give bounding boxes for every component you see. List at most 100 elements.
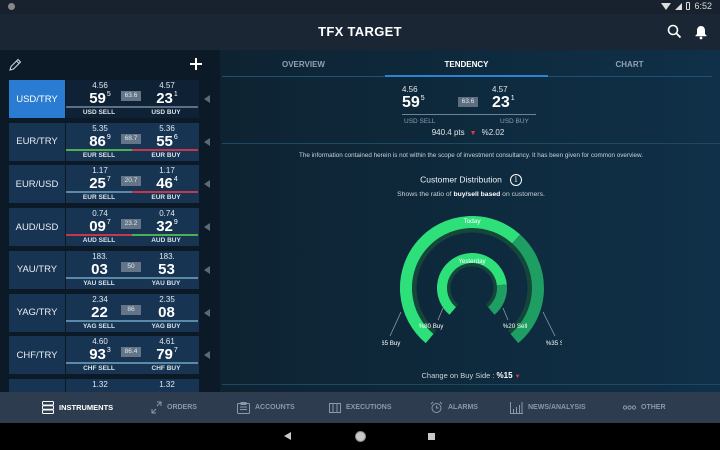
recents-icon[interactable] [428,433,435,440]
instrument-row[interactable]: CHF/TRY 4.60 933 86.4 4.61 797 CHF SELL … [9,336,199,375]
instrument-row[interactable]: YAU/TRY 183. 03 50 183. 53 YAU SELL YAU … [9,250,199,289]
instrument-name[interactable]: EUR/TRY [9,122,65,161]
search-icon[interactable] [666,23,684,41]
expand-arrow-icon[interactable] [204,137,210,146]
expand-arrow-icon[interactable] [204,95,210,103]
instrument-quote[interactable]: 4.60 933 86.4 4.61 797 CHF SELL CHF BUY [66,336,199,375]
yesterday-sell-label: %20 Sell [503,323,527,330]
buy-pips: 53 [158,260,175,278]
quote-sell[interactable]: 5.35 869 [70,124,130,151]
instrument-quote[interactable]: 4.56 595 63.6 4.57 231 USD SELL USD BUY [66,80,199,118]
instrument-name[interactable]: YAG/TRY [9,293,65,332]
points-change: 940.4 pts ▼ %2.02 [222,128,714,137]
quote-sell[interactable]: 4.56 595 [70,82,130,108]
sell-prefix: 1.32 [92,379,108,389]
pencil-icon[interactable] [8,58,22,72]
quote-buy[interactable]: 183. 53 [137,251,197,279]
tab-chart[interactable]: CHART [615,60,644,69]
instrument-name[interactable]: USD/TRY [9,80,65,118]
orders-icon [151,401,162,414]
instrument-row[interactable]: EUR/USD 1.17 257 20.7 1.17 464 EUR SELL … [9,165,199,204]
spread-badge: 63.6 [458,97,478,107]
quote-sell[interactable]: 1.32 [70,379,130,392]
instrument-name[interactable]: EUR/USD [9,165,65,204]
quote-sell[interactable]: 0.74 097 [70,210,130,236]
nav-label: ORDERS [167,404,197,411]
nav-accounts[interactable]: ACCOUNTS [237,392,295,423]
home-icon[interactable] [355,431,366,442]
instrument-name[interactable] [9,378,65,392]
buy-fraction: 6 [173,133,178,141]
tab-tendency[interactable]: TENDENCY [444,60,489,69]
expand-arrow-icon[interactable] [204,265,210,274]
quote-buy[interactable]: 1.17 464 [137,167,197,193]
instrument-name[interactable]: CHF/TRY [9,336,65,375]
quote-buy[interactable]: 2.35 08 [137,294,197,322]
sell-label: EUR SELL [82,194,116,202]
nav-orders[interactable]: ORDERS [151,392,197,423]
wifi-icon [661,2,672,10]
instrument-quote[interactable]: 1.32 1.32 [66,378,199,392]
sell-prefix: 183. [92,251,108,261]
nav-executions[interactable]: EXECUTIONS [329,392,392,423]
quote-buy: 4.57 231 [492,86,532,112]
nav-news-analysis[interactable]: NEWS/ANALYSIS [510,392,586,423]
instrument-quote[interactable]: 5.35 869 68.7 5.36 556 EUR SELL EUR BUY [66,122,199,161]
expand-arrow-icon[interactable] [204,308,210,317]
yesterday-sell-arc [487,284,507,315]
expand-arrow-icon[interactable] [204,351,210,360]
buy-pips: 79 [156,346,173,364]
buy-pips: 23 [492,94,510,111]
sell-fraction: 9 [106,133,111,141]
buy-trend-bar [132,362,198,365]
buy-prefix: 2.35 [159,294,175,304]
info-icon[interactable]: i [509,174,522,186]
sell-prefix: 1.17 [92,166,108,176]
quote-buy[interactable]: 5.36 556 [137,124,197,151]
quote-sell[interactable]: 183. 03 [70,251,130,279]
instruments-icon [42,401,54,414]
add-instrument-icon[interactable] [189,57,203,71]
nav-other[interactable]: OTHER [623,392,666,423]
nav-label: INSTRUMENTS [59,403,114,412]
bell-icon[interactable] [692,23,710,41]
yesterday-label: Yesterday [458,258,486,265]
instrument-row[interactable]: AUD/USD 0.74 097 23.2 0.74 329 AUD SELL … [9,208,199,247]
quote-buy[interactable]: 4.57 231 [137,82,197,108]
quote-sell[interactable]: 2.34 22 [70,295,130,322]
today-sell-arc [510,234,544,344]
disclaimer-text: The information contained herein is not … [299,152,643,159]
spread-badge: 23.2 [121,219,141,230]
buy-prefix: 4.61 [159,337,175,347]
selected-quote: 4.56 595 63.6 4.57 231 USD SELL USD BUY [402,84,536,125]
quote-buy[interactable]: 1.32 [137,380,197,392]
buy-prefix: 183. [159,251,175,261]
sell-trend-bar [66,362,132,365]
quote-sell[interactable]: 1.17 257 [70,167,130,193]
today-sell-label: %35 Sell [546,340,562,347]
status-time: 6:52 [694,1,712,11]
instrument-quote[interactable]: 0.74 097 23.2 0.74 329 AUD SELL AUD BUY [66,208,199,247]
accounts-icon [237,401,250,414]
instrument-quote[interactable]: 1.17 257 20.7 1.17 464 EUR SELL EUR BUY [66,165,199,204]
instrument-quote[interactable]: 2.34 22 86 2.35 08 YAG SELL YAG BUY [66,293,199,332]
instrument-name[interactable]: AUD/USD [9,208,65,247]
instrument-quote[interactable]: 183. 03 50 183. 53 YAU SELL YAU BUY [66,250,199,289]
instrument-row[interactable]: 1.32 1.32 [9,378,199,392]
expand-arrow-icon[interactable] [204,180,210,189]
instrument-row[interactable]: USD/TRY 4.56 595 63.6 4.57 231 USD SELL … [9,80,199,118]
nav-instruments[interactable]: INSTRUMENTS [42,392,113,423]
sell-fraction: 7 [106,176,111,184]
instrument-row[interactable]: EUR/TRY 5.35 869 68.7 5.36 556 EUR SELL … [9,122,199,161]
change-value: %15 [496,371,513,380]
instrument-name[interactable]: YAU/TRY [9,250,65,289]
tab-overview[interactable]: OVERVIEW [282,60,325,69]
instrument-row[interactable]: YAG/TRY 2.34 22 86 2.35 08 YAG SELL YAG … [9,293,199,332]
expand-arrow-icon[interactable] [204,223,210,232]
quote-sell[interactable]: 4.60 933 [70,338,130,364]
nav-alarms[interactable]: ALARMS [430,392,478,423]
yesterday-buy-arc [437,253,507,315]
back-icon[interactable] [284,432,291,440]
quote-buy[interactable]: 0.74 329 [137,210,197,236]
quote-buy[interactable]: 4.61 797 [137,338,197,364]
